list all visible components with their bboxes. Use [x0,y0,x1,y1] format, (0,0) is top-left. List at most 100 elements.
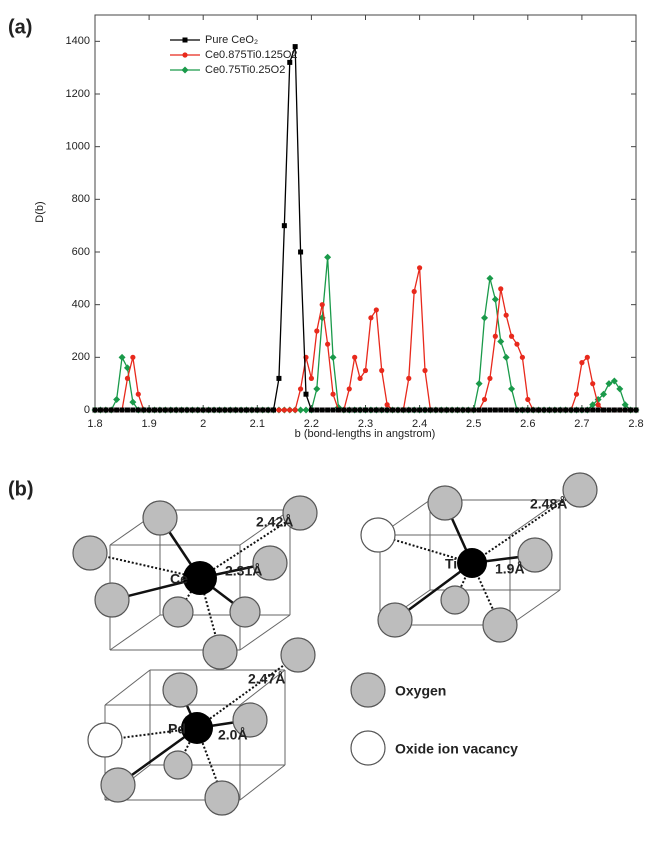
shape [509,499,561,536]
marker [476,407,482,413]
y-tick-label: 1400 [66,35,90,47]
shape [471,489,581,564]
marker [324,253,332,261]
marker [395,407,401,413]
x-tick-label: 1.8 [87,418,102,430]
marker [514,407,520,413]
marker [352,354,358,360]
marker [249,407,255,413]
shape [282,495,318,531]
bond-label: 2.31Å [225,563,262,579]
legend-marker [182,52,188,58]
shape [109,614,161,651]
marker [368,315,374,321]
marker [579,407,585,413]
marker [130,407,136,413]
marker [498,407,504,413]
bond-label: 2.48Å [530,496,567,512]
marker [141,407,147,413]
x-tick-label: 2.5 [466,418,481,430]
marker [590,407,596,413]
legend-label: Ce0.875Ti0.125O2 [205,49,298,61]
marker [124,375,131,381]
marker [211,407,217,413]
marker [509,407,515,413]
marker [481,314,489,322]
marker [508,333,515,339]
marker [130,354,136,360]
marker [146,407,152,413]
marker [341,407,347,413]
marker [314,328,320,334]
x-tick-label: 2.6 [520,418,535,430]
series-line [95,46,636,411]
legend-marker [181,66,189,74]
marker [314,407,320,413]
shape [196,654,299,729]
y-tick-label: 800 [72,193,90,205]
marker [491,295,499,303]
marker [135,391,141,397]
marker [330,407,336,413]
marker [292,44,298,50]
bond-label: 2.0Å [218,727,248,743]
shape [457,548,487,578]
marker [113,395,121,403]
shape [183,561,217,595]
marker [157,407,163,413]
marker [546,407,552,413]
marker [222,407,228,413]
bond-label: 1.9Å [495,561,525,577]
marker [508,385,516,393]
legend-label: Oxide ion vacancy [395,741,518,757]
shape [87,722,123,758]
marker [357,407,363,413]
marker [584,407,590,413]
shape [202,634,238,670]
marker [525,407,531,413]
marker [281,223,287,229]
legend-label: Oxygen [395,683,446,699]
marker [606,407,612,413]
marker [579,360,585,366]
bond-label: 2.47Å [248,671,285,687]
marker [330,391,336,397]
marker [417,265,423,271]
marker [568,407,574,413]
shape [360,517,396,553]
y-tick-label: 400 [72,299,90,311]
marker [265,407,271,413]
marker [184,407,190,413]
y-tick-label: 0 [84,404,90,416]
marker [373,307,379,313]
shape [280,637,316,673]
marker [503,407,509,413]
marker [276,407,282,413]
marker [168,407,174,413]
marker [114,407,120,413]
marker [319,407,325,413]
marker [617,407,623,413]
marker [302,406,310,414]
shape [162,672,198,708]
shape [229,596,261,628]
marker [406,407,412,413]
atom-label: Ce [170,571,188,587]
marker [200,407,206,413]
x-tick-label: 2.3 [358,418,373,430]
legend-label: Ce0.75Ti0.25O2 [205,64,285,76]
marker [362,367,369,374]
marker [92,407,98,413]
marker [227,407,233,413]
marker [325,341,331,347]
marker [502,353,510,361]
marker [621,401,629,409]
shape [100,767,136,803]
marker [119,407,125,413]
marker [297,406,305,414]
marker [313,385,321,393]
marker [384,402,390,408]
marker [346,386,352,392]
atom-label: Pd [168,721,186,737]
